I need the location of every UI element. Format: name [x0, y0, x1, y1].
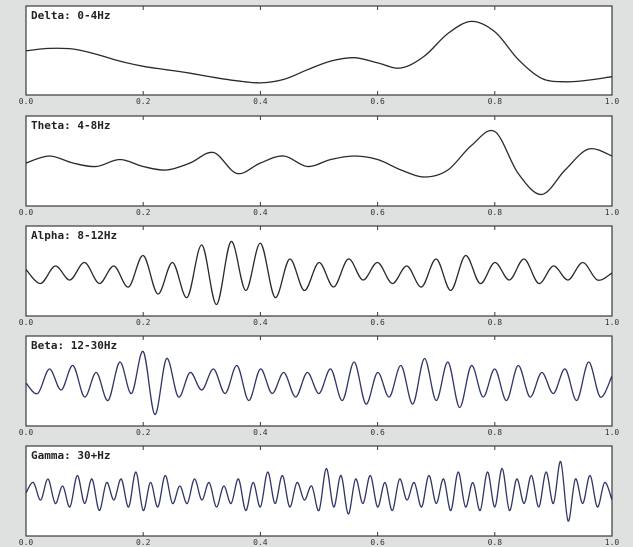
delta-x-tick-label: 0.6: [370, 97, 385, 106]
alpha-x-tick-label: 0.2: [136, 318, 151, 327]
theta-x-tick-label: 0.2: [136, 208, 151, 217]
beta-panel: Beta: 12-30Hz 0.0 0.2 0.4 0.6 0.8 1.0: [19, 335, 620, 437]
gamma-x-tick-label: 0.4: [253, 538, 268, 547]
beta-x-tick-label: 0.4: [253, 428, 268, 437]
gamma-x-tick-label: 0.2: [136, 538, 151, 547]
theta-title: Theta: 4-8Hz: [31, 119, 110, 132]
theta-x-tick-label: 0.8: [488, 208, 503, 217]
delta-title: Delta: 0-4Hz: [31, 9, 110, 22]
gamma-title: Gamma: 30+Hz: [31, 449, 110, 462]
beta-plot-area: [25, 335, 613, 427]
theta-x-tick-label: 0.4: [253, 208, 268, 217]
gamma-panel: Gamma: 30+Hz 0.0 0.2 0.4 0.6 0.8 1.0: [19, 445, 620, 547]
delta-series-line: [25, 20, 613, 84]
delta-panel: Delta: 0-4Hz 0.0 0.2 0.4 0.6 0.8 1.0: [19, 5, 620, 106]
beta-x-tick-label: 1.0: [605, 428, 620, 437]
theta-panel: Theta: 4-8Hz 0.0 0.2 0.4 0.6 0.8 1.0: [19, 115, 620, 217]
alpha-x-tick-label: 0.8: [488, 318, 503, 327]
gamma-x-tick-label: 0.8: [488, 538, 503, 547]
beta-x-tick-label: 0.0: [19, 428, 34, 437]
alpha-x-tick-label: 0.0: [19, 318, 34, 327]
beta-x-tick-label: 0.8: [488, 428, 503, 437]
alpha-x-tick-label: 0.4: [253, 318, 268, 327]
beta-x-tick-label: 0.6: [370, 428, 385, 437]
delta-x-tick-label: 0.0: [19, 97, 34, 106]
beta-series-line: [25, 350, 613, 416]
theta-plot-area: [25, 115, 613, 207]
gamma-x-tick-label: 0.6: [370, 538, 385, 547]
delta-x-tick-label: 0.8: [488, 97, 503, 106]
gamma-x-tick-label: 1.0: [605, 538, 620, 547]
alpha-series-line: [25, 240, 613, 306]
gamma-series-line: [25, 460, 613, 522]
delta-plot-area: [25, 5, 613, 96]
alpha-panel: Alpha: 8-12Hz 0.0 0.2 0.4 0.6 0.8 1.0: [19, 225, 620, 327]
gamma-plot-area: [25, 445, 613, 537]
theta-x-tick-label: 1.0: [605, 208, 620, 217]
alpha-title: Alpha: 8-12Hz: [31, 229, 117, 242]
delta-x-tick-label: 0.2: [136, 97, 151, 106]
theta-x-tick-label: 0.0: [19, 208, 34, 217]
delta-x-tick-label: 1.0: [605, 97, 620, 106]
theta-series-line: [25, 129, 613, 196]
alpha-plot-area: [25, 225, 613, 317]
alpha-x-tick-label: 1.0: [605, 318, 620, 327]
beta-title: Beta: 12-30Hz: [31, 339, 117, 352]
delta-x-tick-label: 0.4: [253, 97, 268, 106]
gamma-x-tick-label: 0.0: [19, 538, 34, 547]
alpha-x-tick-label: 0.6: [370, 318, 385, 327]
theta-x-tick-label: 0.6: [370, 208, 385, 217]
beta-x-tick-label: 0.2: [136, 428, 151, 437]
